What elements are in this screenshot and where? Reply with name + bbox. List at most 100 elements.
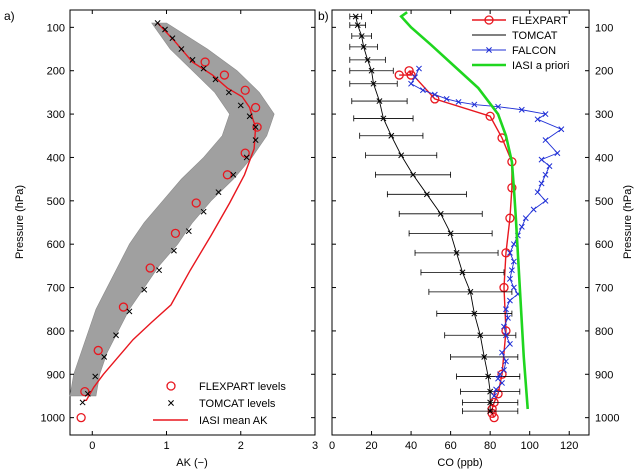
circle-point-a-1-4 — [252, 122, 262, 132]
x-point-a-2-10 — [252, 124, 259, 131]
x-point-a-2-19 — [141, 286, 148, 293]
panel-b-y-tick-label-6: 700 — [595, 283, 613, 295]
x-point-a-2-4 — [189, 56, 196, 63]
legend-b-label-2: FALCON — [512, 45, 556, 57]
x-point-b-1-20 — [481, 353, 488, 360]
panel-b-y-tick-label-0: 100 — [595, 22, 613, 34]
panel-b-y-tick-label-2: 300 — [595, 109, 613, 121]
legend-b-label-3: IASI a priori — [512, 60, 569, 72]
panel-a-y-tick-label-4: 500 — [47, 196, 65, 208]
ak-envelope — [69, 22, 275, 397]
x-point-a-2-24 — [84, 390, 91, 397]
panel-a-legend: FLEXPART levels TOMCAT levels IASI mean AK — [153, 381, 286, 427]
legend-b-label-0: FLEXPART — [512, 15, 568, 27]
x-point-a-2-23 — [92, 373, 99, 380]
panel-b-x-tick-label-4: 80 — [484, 440, 496, 452]
x-point-b-2-29 — [506, 275, 513, 282]
circle-point-b-0-0 — [394, 70, 404, 80]
x-point-b-1-4 — [364, 56, 371, 63]
circle-point-a-1-13 — [76, 413, 86, 423]
x-point-b-1-8 — [380, 115, 387, 122]
x-point-b-2-14 — [554, 150, 561, 157]
legend-b-marker-0 — [484, 15, 494, 25]
panel-b-series — [349, 11, 565, 423]
panel-a-x-tick-label-2: 2 — [238, 440, 244, 452]
x-point-b-1-6 — [370, 80, 377, 87]
x-point-a-2-1 — [162, 26, 168, 33]
panel-b-label: b) — [318, 9, 329, 23]
panel-b-y-tick-label-3: 400 — [595, 152, 613, 164]
panel-b-x-tick-label-1: 20 — [365, 440, 377, 452]
x-point-b-1-24 — [487, 408, 494, 415]
panel-b-y-tick-label-4: 500 — [595, 196, 613, 208]
x-point-b-1-9 — [388, 132, 395, 139]
x-point-b-2-22 — [522, 215, 529, 222]
x-point-b-1-10 — [398, 152, 405, 159]
series-b-3 — [399, 11, 530, 410]
x-point-a-2-17 — [170, 247, 177, 254]
x-point-b-2-16 — [546, 163, 553, 170]
panel-a-y-tick-label-6: 700 — [47, 283, 65, 295]
panel-a-y-tick-label-1: 200 — [47, 66, 65, 78]
circle-point-a-1-10 — [118, 302, 129, 312]
panel-b-x-tick-label-5: 100 — [521, 440, 539, 452]
x-point-b-2-20 — [542, 197, 549, 204]
circle-point-b-0-8 — [505, 213, 515, 223]
circle-point-a-1-0 — [200, 57, 210, 67]
x-point-b-2-12 — [558, 126, 565, 133]
x-point-a-2-18 — [156, 267, 163, 274]
x-point-b-2-4 — [431, 91, 438, 98]
x-point-b-2-6 — [455, 98, 462, 105]
panel-b-x-tick-label-2: 40 — [405, 440, 417, 452]
circle-point-a-1-12 — [80, 386, 90, 397]
series-a-1 — [76, 57, 262, 423]
x-point-b-1-2 — [358, 33, 365, 39]
apriori-line — [399, 11, 530, 410]
panel-a-x-axis-label: AK (−) — [176, 457, 207, 469]
x-point-a-2-2 — [169, 35, 176, 42]
x-point-a-2-21 — [113, 332, 119, 339]
circle-point-b-0-2 — [404, 66, 414, 76]
x-point-b-2-25 — [510, 241, 517, 248]
x-point-b-1-7 — [376, 98, 383, 105]
x-point-b-2-41 — [497, 371, 503, 378]
panel-b-x-tick-label-0: 0 — [329, 440, 335, 452]
x-point-a-2-14 — [215, 189, 222, 196]
legend-a-label-0: FLEXPART levels — [199, 381, 286, 393]
panel-b-y-tick-label-5: 600 — [595, 239, 613, 251]
x-point-b-2-3 — [419, 87, 426, 94]
x-point-b-1-5 — [368, 67, 375, 74]
x-point-b-1-19 — [477, 332, 484, 339]
x-point-b-1-12 — [423, 191, 430, 198]
x-point-b-2-37 — [506, 340, 513, 347]
x-point-b-1-3 — [360, 43, 367, 50]
x-point-b-2-1 — [412, 74, 418, 81]
circle-point-a-1-8 — [170, 228, 181, 238]
x-point-a-2-9 — [246, 113, 253, 120]
series-b-2 — [408, 65, 565, 399]
x-point-b-2-38 — [499, 349, 505, 356]
panel-b-frame — [331, 9, 590, 436]
series-a-2 — [79, 20, 259, 406]
panel-a-envelope — [69, 22, 275, 397]
x-point-b-1-15 — [453, 249, 460, 256]
x-point-a-2-25 — [79, 399, 86, 406]
x-point-a-2-16 — [185, 228, 192, 235]
circle-point-a-1-6 — [222, 170, 233, 180]
x-point-a-2-5 — [200, 65, 207, 72]
circle-point-b-0-4 — [485, 111, 495, 121]
x-point-b-2-21 — [530, 206, 537, 213]
panel-a-y-tick-label-5: 600 — [47, 239, 65, 251]
x-point-b-2-30 — [510, 284, 517, 291]
panel-b-x-tick-label-6: 120 — [560, 440, 578, 452]
series-a-0 — [83, 22, 257, 402]
x-point-b-2-8 — [495, 103, 502, 110]
panel-b-y-tick-label-7: 800 — [595, 326, 613, 338]
x-point-a-2-12 — [243, 154, 250, 161]
x-point-b-2-33 — [503, 306, 509, 313]
circle-point-a-1-5 — [240, 148, 250, 158]
x-point-b-2-0 — [416, 65, 422, 72]
panel-a-y-tick-label-3: 400 — [47, 152, 65, 164]
panel-a-y-tick-label-2: 300 — [47, 109, 65, 121]
